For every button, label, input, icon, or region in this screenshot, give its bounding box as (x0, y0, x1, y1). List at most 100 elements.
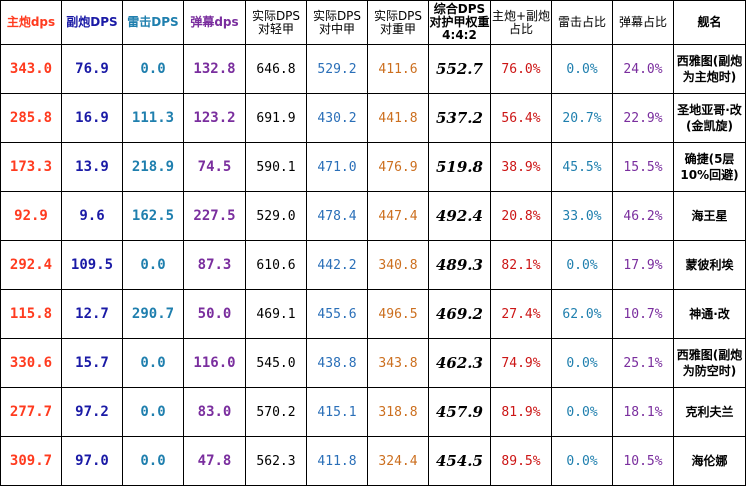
header-ship-name: 舰名 (673, 0, 746, 45)
cell-barrage-pct: 10.5% (612, 436, 674, 486)
cell-medium-armor: 471.0 (306, 142, 368, 192)
cell-heavy-armor: 324.4 (367, 436, 429, 486)
cell-barrage-dps: 116.0 (183, 338, 246, 388)
cell-main-dps: 92.9 (0, 191, 62, 241)
header-barrage-pct: 弹幕占比 (612, 0, 674, 45)
cell-main-dps: 309.7 (0, 436, 62, 486)
cell-combined-dps: 492.4 (428, 191, 491, 241)
cell-torpedo-dps: 0.0 (122, 387, 184, 437)
cell-sub-dps: 15.7 (61, 338, 123, 388)
header-light-armor: 实际DPS对轻甲 (245, 0, 307, 45)
cell-main-dps: 330.6 (0, 338, 62, 388)
cell-torpedo-dps: 0.0 (122, 436, 184, 486)
cell-light-armor: 562.3 (245, 436, 307, 486)
cell-main-sub-pct: 81.9% (490, 387, 552, 437)
cell-ship-name: 蒙彼利埃 (673, 240, 746, 290)
cell-ship-name: 西雅图(副炮为防空时) (673, 338, 746, 388)
cell-light-armor: 570.2 (245, 387, 307, 437)
cell-main-sub-pct: 89.5% (490, 436, 552, 486)
cell-torpedo-pct: 62.0% (551, 289, 613, 339)
cell-barrage-dps: 74.5 (183, 142, 246, 192)
cell-heavy-armor: 441.8 (367, 93, 429, 143)
cell-sub-dps: 12.7 (61, 289, 123, 339)
cell-light-armor: 529.0 (245, 191, 307, 241)
cell-light-armor: 646.8 (245, 44, 307, 94)
cell-combined-dps: 454.5 (428, 436, 491, 486)
cell-barrage-pct: 10.7% (612, 289, 674, 339)
cell-sub-dps: 9.6 (61, 191, 123, 241)
cell-light-armor: 691.9 (245, 93, 307, 143)
header-heavy-armor: 实际DPS对重甲 (367, 0, 429, 45)
cell-torpedo-dps: 0.0 (122, 44, 184, 94)
cell-ship-name: 海王星 (673, 191, 746, 241)
table-row: 292.4 109.5 0.0 87.3 610.6 442.2 340.8 4… (0, 240, 746, 290)
cell-barrage-dps: 83.0 (183, 387, 246, 437)
cell-heavy-armor: 496.5 (367, 289, 429, 339)
cell-barrage-dps: 123.2 (183, 93, 246, 143)
table-row: 309.7 97.0 0.0 47.8 562.3 411.8 324.4 45… (0, 436, 746, 486)
cell-torpedo-pct: 0.0% (551, 44, 613, 94)
cell-main-sub-pct: 82.1% (490, 240, 552, 290)
cell-light-armor: 610.6 (245, 240, 307, 290)
cell-torpedo-dps: 162.5 (122, 191, 184, 241)
cell-medium-armor: 438.8 (306, 338, 368, 388)
cell-ship-name: 确捷(5层 10%回避) (673, 142, 746, 192)
cell-light-armor: 590.1 (245, 142, 307, 192)
cell-torpedo-dps: 111.3 (122, 93, 184, 143)
cell-combined-dps: 537.2 (428, 93, 491, 143)
cell-combined-dps: 489.3 (428, 240, 491, 290)
header-main-dps: 主炮dps (0, 0, 62, 45)
cell-medium-armor: 415.1 (306, 387, 368, 437)
cell-combined-dps: 469.2 (428, 289, 491, 339)
cell-main-dps: 285.8 (0, 93, 62, 143)
cell-sub-dps: 97.0 (61, 436, 123, 486)
cell-sub-dps: 97.2 (61, 387, 123, 437)
cell-heavy-armor: 343.8 (367, 338, 429, 388)
cell-main-dps: 343.0 (0, 44, 62, 94)
cell-torpedo-dps: 218.9 (122, 142, 184, 192)
cell-barrage-dps: 47.8 (183, 436, 246, 486)
cell-sub-dps: 16.9 (61, 93, 123, 143)
cell-heavy-armor: 476.9 (367, 142, 429, 192)
cell-torpedo-pct: 0.0% (551, 436, 613, 486)
header-barrage-dps: 弹幕dps (183, 0, 246, 45)
cell-torpedo-dps: 0.0 (122, 240, 184, 290)
cell-barrage-pct: 17.9% (612, 240, 674, 290)
table-row: 330.6 15.7 0.0 116.0 545.0 438.8 343.8 4… (0, 338, 746, 388)
cell-main-sub-pct: 38.9% (490, 142, 552, 192)
cell-main-dps: 277.7 (0, 387, 62, 437)
cell-torpedo-pct: 33.0% (551, 191, 613, 241)
cell-torpedo-pct: 45.5% (551, 142, 613, 192)
cell-combined-dps: 457.9 (428, 387, 491, 437)
cell-barrage-pct: 46.2% (612, 191, 674, 241)
cell-main-sub-pct: 76.0% (490, 44, 552, 94)
cell-ship-name: 海伦娜 (673, 436, 746, 486)
cell-sub-dps: 76.9 (61, 44, 123, 94)
cell-combined-dps: 519.8 (428, 142, 491, 192)
header-combined-dps: 综合DPS对护甲权重4:4:2 (428, 0, 491, 45)
cell-torpedo-pct: 0.0% (551, 387, 613, 437)
cell-main-sub-pct: 27.4% (490, 289, 552, 339)
cell-main-sub-pct: 20.8% (490, 191, 552, 241)
header-torpedo-pct: 雷击占比 (551, 0, 613, 45)
table-row: 343.0 76.9 0.0 132.8 646.8 529.2 411.6 5… (0, 44, 746, 94)
header-main-sub-pct: 主炮+副炮占比 (490, 0, 552, 45)
cell-barrage-pct: 15.5% (612, 142, 674, 192)
cell-ship-name: 西雅图(副炮为主炮时) (673, 44, 746, 94)
cell-light-armor: 545.0 (245, 338, 307, 388)
header-medium-armor: 实际DPS对中甲 (306, 0, 368, 45)
cell-main-dps: 115.8 (0, 289, 62, 339)
table-row: 285.8 16.9 111.3 123.2 691.9 430.2 441.8… (0, 93, 746, 143)
cell-heavy-armor: 340.8 (367, 240, 429, 290)
cell-main-sub-pct: 74.9% (490, 338, 552, 388)
cell-medium-armor: 411.8 (306, 436, 368, 486)
cell-ship-name: 神通·改 (673, 289, 746, 339)
cell-medium-armor: 442.2 (306, 240, 368, 290)
cell-ship-name: 圣地亚哥·改(金凯旋) (673, 93, 746, 143)
cell-medium-armor: 455.6 (306, 289, 368, 339)
cell-torpedo-dps: 290.7 (122, 289, 184, 339)
cell-barrage-dps: 227.5 (183, 191, 246, 241)
header-torpedo-dps: 雷击DPS (122, 0, 184, 45)
